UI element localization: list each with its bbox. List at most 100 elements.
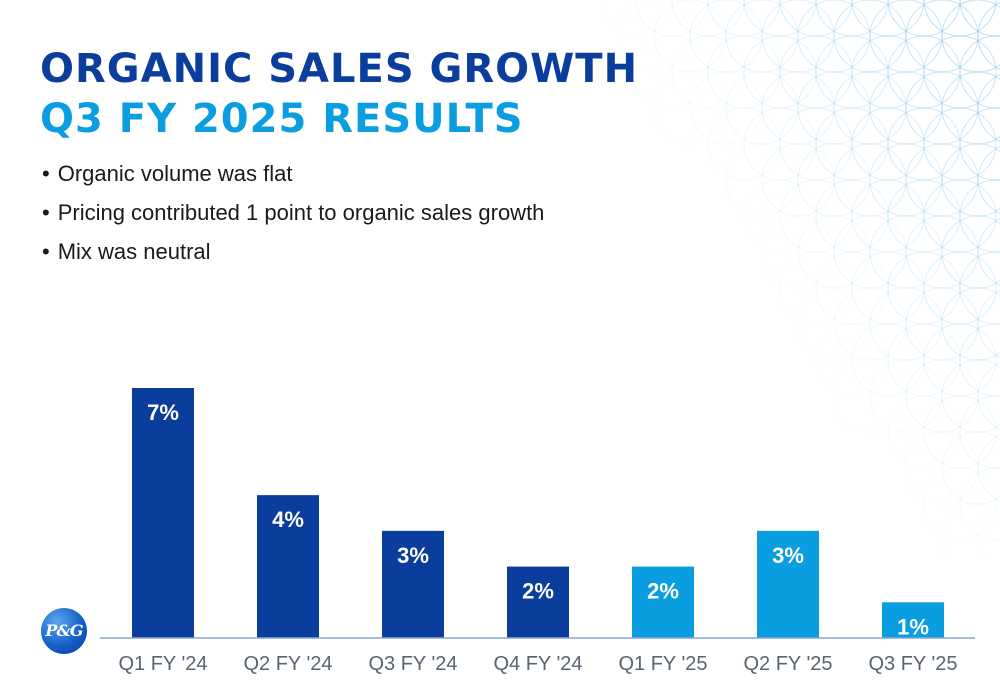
x-tick-label: Q3 FY '24 [368, 653, 457, 675]
bar [632, 566, 694, 638]
pattern-circle [815, 0, 889, 37]
pattern-circle [815, 179, 889, 253]
pattern-circle [923, 251, 997, 325]
pattern-circle [977, 218, 1000, 286]
pattern-circle [887, 35, 961, 109]
pattern-circle [905, 359, 979, 433]
pattern-circle [977, 290, 1000, 358]
pattern-circle [797, 0, 871, 73]
pattern-circle [743, 35, 817, 109]
pattern-circle [905, 71, 979, 145]
pattern-circle [815, 251, 889, 325]
pattern-circle [653, 0, 727, 73]
pattern-circle [887, 107, 961, 181]
pattern-circle [671, 0, 745, 37]
pattern-circle [923, 35, 997, 109]
pattern-circle [635, 35, 709, 109]
pattern-circle [869, 287, 943, 361]
pattern-circle [833, 71, 907, 145]
pattern-circle [977, 74, 1000, 142]
x-tick-label: Q3 FY '25 [868, 653, 957, 675]
bar-value-label: 3% [772, 543, 804, 568]
pattern-circle [761, 0, 835, 73]
pattern-circle [815, 35, 889, 109]
bar [757, 530, 819, 638]
pattern-circle [923, 179, 997, 253]
pattern-circle [833, 287, 907, 361]
pattern-circle [941, 215, 1000, 289]
pattern-circle [725, 71, 799, 145]
bar-value-label: 3% [397, 543, 429, 568]
pattern-circle [887, 395, 961, 469]
pattern-circle [743, 0, 817, 37]
title-line-2: Q3 FY 2025 RESULTS [40, 96, 524, 142]
pattern-circle [977, 2, 1000, 70]
bullet-item: Mix was neutral [42, 232, 544, 271]
pattern-circle [779, 251, 853, 325]
pattern-circle [869, 359, 943, 433]
pattern-circle [941, 71, 1000, 145]
pattern-circle [941, 359, 1000, 433]
bar [507, 566, 569, 638]
pattern-circle [887, 0, 961, 37]
bar-value-label: 1% [897, 614, 929, 639]
pattern-circle [779, 35, 853, 109]
pattern-circle [905, 215, 979, 289]
pattern-circle [941, 431, 1000, 505]
pattern-circle [869, 71, 943, 145]
pattern-circle [941, 503, 1000, 560]
pattern-circle [977, 434, 1000, 502]
pattern-circle [707, 107, 781, 181]
pattern-circle [923, 467, 997, 541]
x-tick-label: Q1 FY '24 [118, 653, 207, 675]
pattern-circle [905, 287, 979, 361]
pattern-circle [905, 143, 979, 217]
pattern-circle [635, 0, 709, 37]
pattern-circle [779, 0, 853, 37]
pattern-circle [797, 143, 871, 217]
pattern-circle [851, 323, 925, 397]
pattern-circle [707, 35, 781, 109]
pattern-circle [905, 431, 979, 505]
organic-sales-growth-bar-chart: 7% Q1 FY '24 4% Q2 FY '24 3% Q3 FY '24 2% Q4 FY… [100, 388, 975, 675]
page-title: ORGANIC SALES GROWTH Q3 FY 2025 RESULTS [40, 44, 638, 144]
pattern-circle [743, 107, 817, 181]
pattern-circle [851, 107, 925, 181]
pattern-circle [887, 179, 961, 253]
pattern-circle [797, 215, 871, 289]
pattern-circle [887, 251, 961, 325]
x-tick-label: Q4 FY '24 [493, 653, 582, 675]
x-tick-label: Q1 FY '25 [618, 653, 707, 675]
bar [257, 495, 319, 638]
pattern-circle [959, 323, 1000, 397]
pattern-circle [725, 0, 799, 73]
pattern-circle [923, 107, 997, 181]
bar-value-label: 4% [272, 507, 304, 532]
bar-value-label: 2% [522, 579, 554, 604]
pattern-circle [941, 143, 1000, 217]
bullet-item: Pricing contributed 1 point to organic s… [42, 193, 545, 232]
pg-logo: P&G [41, 608, 87, 654]
bar-value-label: 7% [147, 400, 179, 425]
pattern-circle [761, 143, 835, 217]
pattern-circle [959, 251, 1000, 325]
x-tick-label: Q2 FY '25 [743, 653, 832, 675]
pattern-circle [977, 506, 1000, 560]
bullet-list: Organic volume was flat Pricing contribu… [42, 154, 545, 271]
pattern-circle [761, 71, 835, 145]
pattern-circle [851, 0, 925, 37]
pattern-circle [851, 179, 925, 253]
pattern-circle [959, 179, 1000, 253]
pattern-circle [833, 215, 907, 289]
title-line-1: ORGANIC SALES GROWTH [40, 46, 639, 92]
pattern-circle [797, 287, 871, 361]
pattern-circle [725, 143, 799, 217]
pattern-circle [671, 35, 745, 109]
pattern-circle [959, 395, 1000, 469]
pattern-circle [941, 0, 1000, 73]
pattern-circle [617, 0, 691, 73]
pattern-circle [761, 215, 835, 289]
bar [132, 388, 194, 638]
pattern-circle [797, 71, 871, 145]
pattern-circle [959, 107, 1000, 181]
